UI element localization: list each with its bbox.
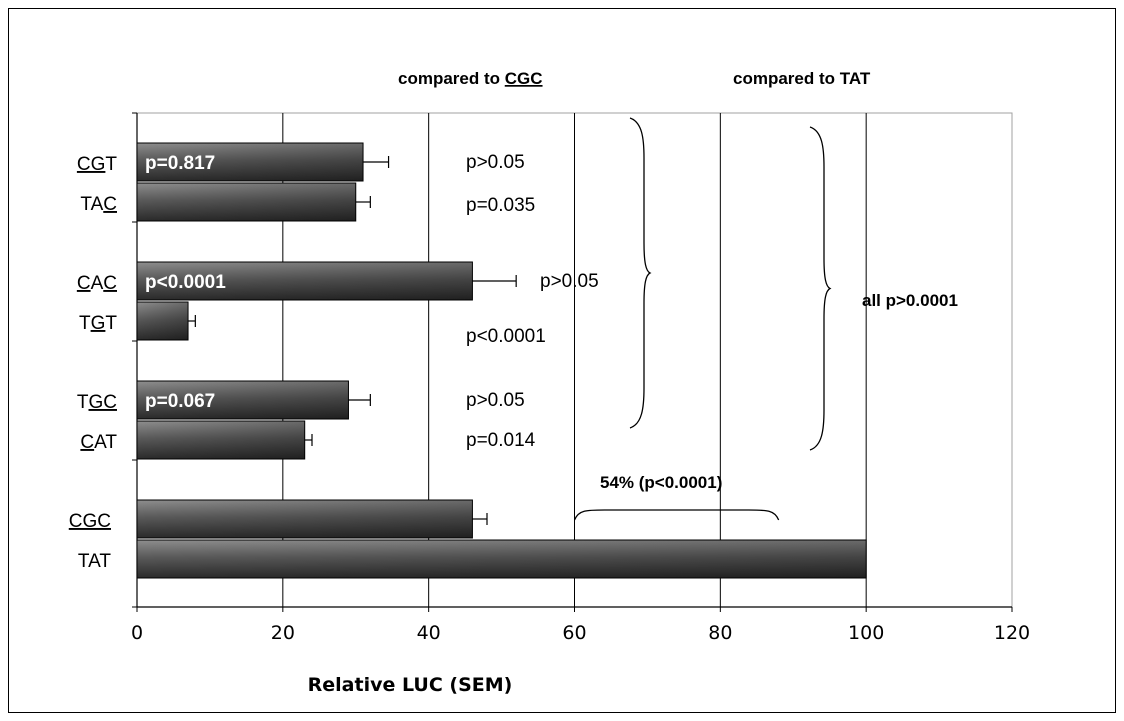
- bar-shade: [137, 500, 473, 538]
- text-segment: C: [103, 273, 117, 294]
- text-segment: AT: [94, 432, 117, 453]
- p-value-annotation: p>0.05: [466, 152, 525, 173]
- bar-p-value-label: p=0.817: [145, 153, 215, 174]
- side-label: all p>0.0001: [862, 291, 958, 310]
- text-segment: T: [105, 313, 117, 334]
- text-segment: C: [77, 273, 91, 294]
- text-segment: G: [91, 313, 106, 334]
- text-segment: CGC: [505, 69, 543, 88]
- chart-frame: [8, 8, 1116, 713]
- bar-shade: [137, 183, 356, 221]
- category-label: CAC: [77, 273, 117, 294]
- text-segment: TAT: [78, 551, 111, 572]
- text-segment: C: [80, 432, 94, 453]
- x-tick-label: 120: [994, 622, 1030, 644]
- x-tick-label: 40: [417, 622, 441, 644]
- brace-compared-to-tat: [809, 126, 832, 451]
- category-label: TAC: [80, 194, 117, 215]
- bar-p-value-label: p=0.067: [145, 391, 215, 412]
- bracket-54-percent: [573, 509, 780, 521]
- bar-shade: [137, 540, 867, 578]
- text-segment: T: [77, 392, 89, 413]
- text-segment: C: [103, 194, 117, 215]
- p-value-annotation: p=0.014: [466, 430, 536, 451]
- x-tick-label: 20: [271, 622, 295, 644]
- text-segment: T: [105, 154, 117, 175]
- p-value-annotation: p>0.05: [466, 390, 525, 411]
- brace-compared-to-cgc: [629, 117, 652, 429]
- bar-shade: [137, 381, 349, 419]
- bar-shade: [137, 421, 305, 459]
- text-segment: CG: [77, 154, 106, 175]
- p-value-annotation: p=0.035: [466, 195, 535, 216]
- text-segment: A: [91, 273, 104, 294]
- bracket-label: 54% (p<0.0001): [600, 473, 722, 492]
- category-label: TGT: [79, 313, 117, 334]
- x-tick-label: 0: [131, 622, 143, 644]
- p-value-annotation: p>0.05: [540, 271, 599, 292]
- text-segment: TA: [80, 194, 103, 215]
- x-tick-label: 100: [848, 622, 884, 644]
- bar-shade: [137, 262, 473, 300]
- text-segment: GC: [89, 392, 118, 413]
- text-segment: CGC: [69, 511, 111, 532]
- text-segment: compared to: [398, 69, 505, 88]
- bar-shade: [137, 143, 364, 181]
- bar-p-value-label: p<0.0001: [145, 272, 226, 293]
- text-segment: T: [79, 313, 91, 334]
- header-compared-to-cgc: compared to CGC: [398, 69, 543, 88]
- category-label: CGT: [77, 154, 118, 175]
- bar-shade: [137, 302, 189, 340]
- category-label: TGC: [77, 392, 117, 413]
- x-tick-label: 60: [562, 622, 586, 644]
- bars: [136, 142, 867, 579]
- text-segment: compared to TAT: [733, 69, 871, 88]
- category-label: TAT: [78, 551, 111, 572]
- category-label: CAT: [80, 432, 117, 453]
- x-tick-label: 80: [708, 622, 732, 644]
- category-label: CGC: [69, 511, 111, 532]
- x-axis-title: Relative LUC (SEM): [308, 674, 513, 696]
- header-compared-to-tat: compared to TAT: [733, 69, 871, 88]
- p-value-annotation: p<0.0001: [466, 326, 546, 347]
